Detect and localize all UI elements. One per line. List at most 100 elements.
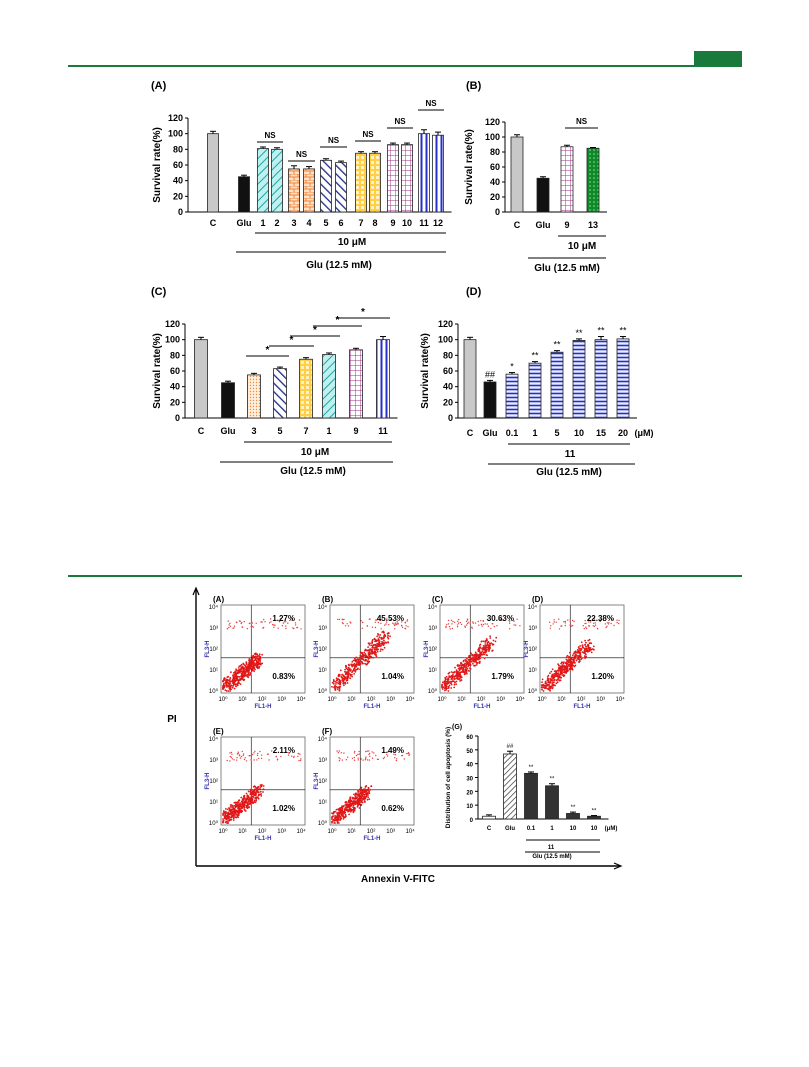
cell-event (393, 623, 395, 625)
cell-event (386, 636, 389, 639)
cell-event (483, 657, 486, 660)
x-tick-label: 10⁴ (406, 696, 416, 703)
cell-event (489, 637, 492, 639)
cell-event (447, 690, 450, 692)
cell-event (450, 671, 453, 673)
cell-event (258, 757, 260, 760)
cell-event (226, 815, 229, 818)
cell-event (350, 622, 352, 624)
cell-event (373, 650, 376, 653)
cell-event (380, 638, 383, 640)
cell-event (352, 802, 355, 805)
cell-event (385, 623, 387, 625)
cell-event (256, 787, 259, 790)
cell-event (250, 659, 253, 661)
cell-event (458, 618, 460, 621)
cell-event (568, 667, 571, 670)
cell-event (478, 648, 481, 651)
cell-event (587, 639, 590, 642)
y-tick-label: 10⁴ (428, 604, 438, 611)
significance-label: ** (571, 805, 576, 811)
y-tick-label: 10 (466, 804, 473, 810)
x-tick-label: 10² (367, 697, 376, 703)
fl3-h-label: FL3-H (314, 773, 320, 790)
cell-event (253, 752, 255, 754)
cell-event (408, 753, 411, 755)
cell-event (584, 622, 586, 625)
significance-label: ** (592, 809, 597, 815)
cell-event (570, 625, 573, 627)
cell-event (246, 801, 249, 804)
cell-event (339, 679, 341, 682)
cell-event (480, 620, 482, 622)
cell-event (241, 800, 243, 803)
cell-event (239, 678, 242, 681)
cell-event (450, 687, 453, 689)
cell-event (473, 664, 476, 667)
cell-event (231, 686, 234, 689)
cell-event (362, 662, 364, 665)
cell-event (251, 663, 254, 666)
cell-event (374, 643, 377, 646)
cell-event (247, 796, 250, 799)
category-label: C (487, 826, 492, 832)
cell-event (331, 821, 333, 824)
cell-event (255, 622, 257, 624)
cell-event (581, 651, 584, 653)
cell-event (256, 657, 259, 660)
cell-event (356, 658, 359, 661)
cell-event (253, 655, 255, 658)
y-tick-label: 30 (466, 777, 473, 783)
category-label: Glu (505, 826, 515, 832)
cell-event (456, 675, 459, 678)
cell-event (235, 668, 238, 671)
cell-event (254, 657, 257, 660)
cell-event (401, 621, 403, 623)
cell-event (569, 665, 571, 668)
cell-event (223, 810, 225, 813)
cell-event (495, 636, 498, 639)
cell-event (334, 815, 337, 817)
cell-event (477, 620, 479, 623)
cell-event (372, 647, 375, 649)
cell-event (345, 664, 347, 667)
cell-event (462, 666, 465, 669)
cell-event (331, 816, 333, 819)
cell-event (294, 624, 297, 626)
cell-event (546, 684, 549, 686)
cell-event (613, 624, 615, 627)
cell-event (349, 800, 351, 803)
cell-event (229, 804, 232, 806)
cell-event (366, 759, 369, 761)
cell-event (567, 619, 569, 621)
cell-event (371, 757, 374, 759)
cell-event (338, 618, 341, 621)
cell-event (229, 622, 231, 624)
cell-event (469, 655, 472, 657)
cell-event (574, 655, 577, 658)
category-label: 20 (618, 428, 628, 438)
cell-event (365, 792, 367, 795)
cell-event (381, 643, 384, 646)
cell-event (333, 686, 335, 688)
cell-event (353, 793, 355, 796)
cell-event (275, 755, 277, 758)
cell-event (447, 677, 450, 680)
cell-event (334, 810, 337, 813)
cell-event (259, 663, 261, 665)
cell-event (455, 683, 458, 685)
cell-event (394, 628, 396, 630)
cell-event (369, 642, 371, 645)
y-axis-label: Survival rate(%) (464, 129, 475, 205)
cell-event (569, 624, 571, 626)
cell-event (568, 658, 570, 661)
cell-event (359, 662, 362, 665)
y-tick-label: 10⁰ (318, 688, 328, 695)
cell-event (487, 625, 490, 627)
cell-event (355, 754, 358, 757)
cell-event (508, 622, 511, 624)
cell-event (231, 804, 234, 807)
